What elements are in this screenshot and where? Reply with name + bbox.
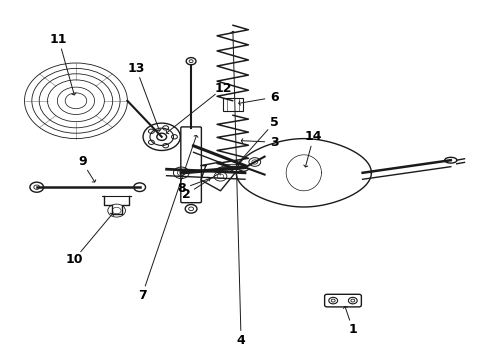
Text: 4: 4	[237, 334, 245, 347]
Text: 1: 1	[348, 323, 357, 336]
Text: 5: 5	[270, 116, 279, 129]
Text: 14: 14	[305, 130, 322, 143]
Text: 8: 8	[177, 183, 186, 195]
Text: 9: 9	[78, 156, 87, 168]
Text: 13: 13	[127, 62, 145, 75]
Bar	[223, 98, 243, 111]
Text: 7: 7	[138, 289, 147, 302]
Text: 2: 2	[182, 188, 191, 201]
Text: 10: 10	[66, 253, 83, 266]
Text: 6: 6	[270, 91, 279, 104]
Text: 3: 3	[270, 136, 279, 149]
Text: 12: 12	[214, 82, 232, 95]
Text: 11: 11	[50, 33, 68, 46]
